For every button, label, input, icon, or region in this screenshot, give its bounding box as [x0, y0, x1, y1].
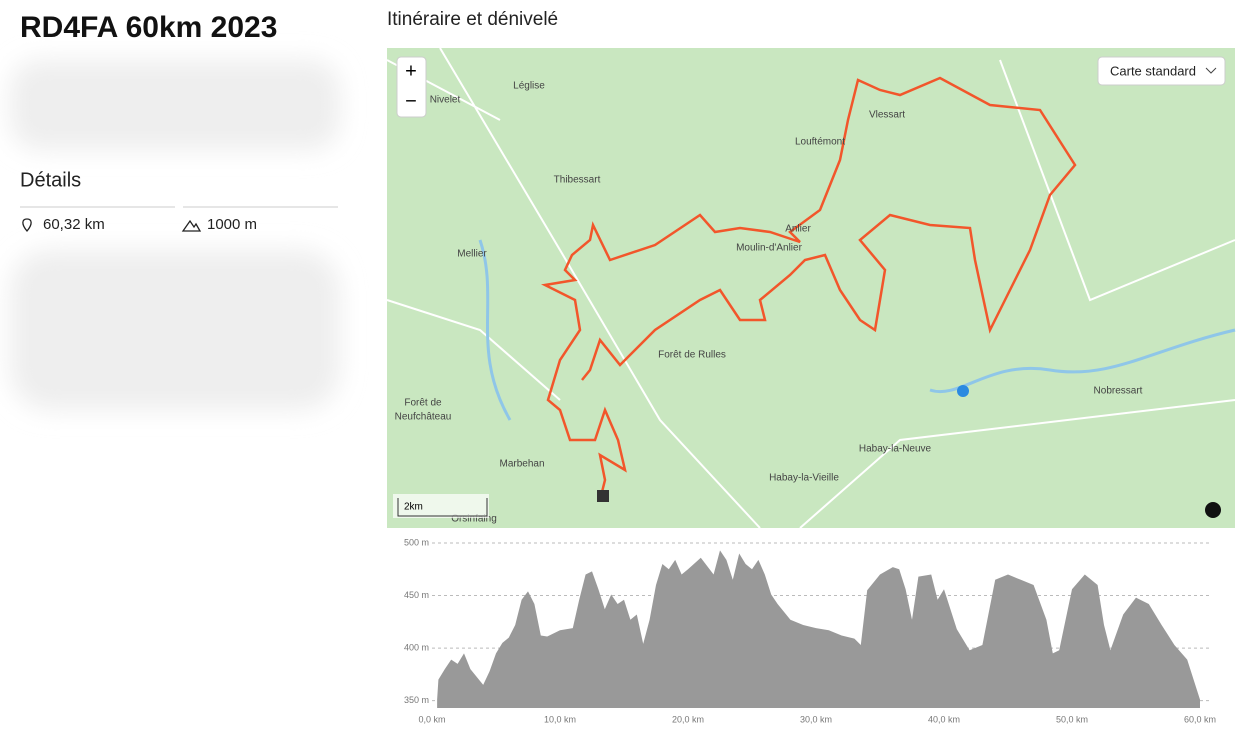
- place: Marbehan: [499, 459, 544, 470]
- place: Vlessart: [869, 110, 905, 121]
- mountain-icon: [181, 219, 202, 232]
- pin-icon: [22, 218, 32, 232]
- place: Anlier: [785, 224, 811, 235]
- zoom-control: [396, 56, 427, 118]
- map-bg: [387, 48, 1235, 528]
- route: [541, 76, 1077, 501]
- place: Louftémont: [795, 137, 845, 148]
- place: Neufchâteau: [395, 412, 452, 423]
- x-tick-label: 60,0 km: [1184, 714, 1216, 724]
- x-tick-label: 30,0 km: [800, 714, 832, 724]
- y-tick-label: 450 m: [404, 590, 429, 600]
- place: Habay-la-Vieille: [769, 473, 839, 484]
- blurred-content: [10, 60, 340, 410]
- place: Forêt de: [404, 398, 442, 409]
- scale-bar: [397, 498, 488, 517]
- poi: [957, 385, 969, 397]
- elevation-gain: 1000 m: [207, 216, 257, 233]
- y-tick-label: 500 m: [404, 537, 429, 547]
- distance: 60,32 km: [43, 216, 105, 233]
- x-tick-label: 20,0 km: [672, 714, 704, 724]
- x-tick-label: 10,0 km: [544, 714, 576, 724]
- info-button[interactable]: [1205, 502, 1221, 518]
- place: Nobressart: [1094, 386, 1143, 397]
- x-tick-label: 40,0 km: [928, 714, 960, 724]
- section-title: Itinéraire et dénivelé: [387, 9, 558, 30]
- place: Forêt de Rulles: [658, 350, 726, 361]
- zoom-in[interactable]: +: [405, 60, 417, 82]
- finish-flag: [597, 490, 609, 502]
- y-tick-label: 350 m: [404, 695, 429, 705]
- place: Orsinfaing: [451, 514, 497, 525]
- place: Nivelet: [430, 95, 461, 106]
- chevron: [1205, 67, 1217, 74]
- zoom-out[interactable]: −: [405, 90, 417, 112]
- place: Moulin-d'Anlier: [736, 243, 802, 254]
- map[interactable]: Léglise Nivelet Vlessart Louftémont Thib…: [386, 47, 1236, 529]
- place: Thibessart: [554, 175, 601, 186]
- place: Léglise: [513, 81, 545, 92]
- details-heading: Détails: [20, 169, 81, 191]
- x-tick-label: 50,0 km: [1056, 714, 1088, 724]
- y-tick-label: 400 m: [404, 642, 429, 652]
- x-tick-label: 0,0 km: [418, 714, 445, 724]
- route-title: RD4FA 60km 2023: [20, 11, 277, 44]
- map-style-label: Carte standard: [1110, 63, 1196, 78]
- scale-label: 2km: [404, 502, 423, 513]
- roads: [386, 47, 1236, 529]
- map-style-button[interactable]: [1097, 56, 1226, 86]
- place: Habay-la-Neuve: [859, 444, 932, 455]
- scale-bg: [393, 494, 489, 518]
- place: Mellier: [457, 249, 487, 260]
- elevation-area: [437, 550, 1200, 708]
